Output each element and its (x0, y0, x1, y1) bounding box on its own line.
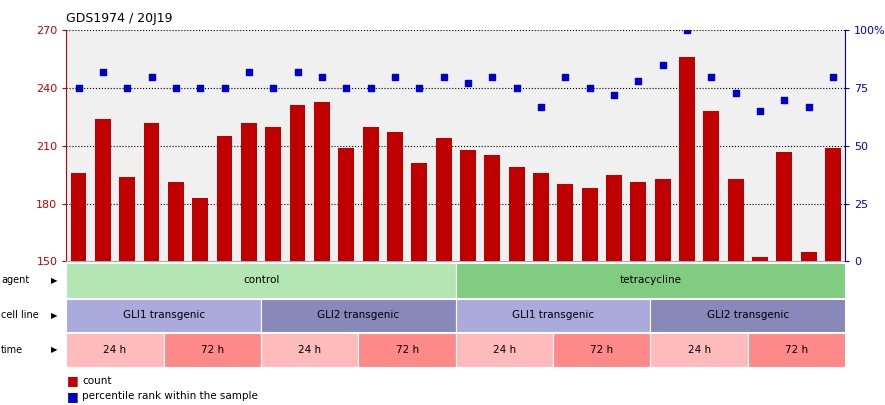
Point (290, 69, 304, 75)
Point (534, 103, 548, 110)
Bar (289, 105, 305, 261)
Point (461, 80, 475, 87)
Point (193, 85, 207, 91)
Text: 24 h: 24 h (104, 345, 127, 355)
Point (120, 85, 135, 91)
Point (704, 73, 719, 80)
Text: 72 h: 72 h (396, 345, 419, 355)
Point (436, 73, 450, 80)
Text: ▶: ▶ (51, 345, 58, 354)
Bar (217, 136, 233, 261)
Text: 72 h: 72 h (201, 345, 224, 355)
Bar (460, 150, 476, 261)
Text: control: control (242, 275, 280, 286)
Point (339, 85, 353, 91)
Point (388, 73, 402, 80)
Point (777, 96, 791, 103)
Bar (509, 167, 525, 261)
Text: tetracycline: tetracycline (620, 275, 681, 286)
Text: 24 h: 24 h (688, 345, 711, 355)
Bar (630, 182, 646, 261)
Point (558, 73, 573, 80)
Text: 24 h: 24 h (298, 345, 321, 355)
Bar (71, 173, 87, 261)
Point (582, 85, 596, 91)
Bar (387, 132, 403, 261)
Point (607, 92, 621, 98)
Point (242, 69, 256, 75)
Point (826, 73, 840, 80)
Point (656, 62, 670, 68)
Bar (168, 182, 184, 261)
Text: GLI1 transgenic: GLI1 transgenic (123, 311, 204, 320)
Point (631, 78, 645, 84)
Text: cell line: cell line (1, 311, 39, 320)
Text: GLI1 transgenic: GLI1 transgenic (512, 311, 594, 320)
Text: 24 h: 24 h (493, 345, 516, 355)
Bar (581, 188, 597, 261)
Text: ■: ■ (66, 374, 78, 387)
Point (510, 85, 524, 91)
Text: GLI2 transgenic: GLI2 transgenic (707, 311, 789, 320)
Text: count: count (82, 376, 112, 386)
Text: GDS1974 / 20J19: GDS1974 / 20J19 (66, 12, 173, 25)
Bar (606, 175, 622, 261)
Bar (704, 111, 720, 261)
Bar (558, 184, 573, 261)
Point (802, 103, 816, 110)
Bar (412, 163, 427, 261)
Point (753, 108, 767, 115)
Bar (95, 119, 111, 261)
Bar (119, 177, 135, 261)
Point (266, 85, 281, 91)
Bar (727, 179, 743, 261)
Point (218, 85, 232, 91)
Text: time: time (1, 345, 23, 355)
Bar (143, 123, 159, 261)
Bar (752, 258, 768, 261)
Text: 72 h: 72 h (785, 345, 808, 355)
Bar (338, 148, 354, 261)
Point (364, 85, 378, 91)
Text: 72 h: 72 h (590, 345, 613, 355)
Point (728, 90, 743, 96)
Point (315, 73, 329, 80)
Point (485, 73, 499, 80)
Text: agent: agent (1, 275, 29, 286)
Bar (801, 252, 817, 261)
Point (680, 27, 694, 34)
Point (169, 85, 183, 91)
Point (144, 73, 158, 80)
Bar (655, 179, 671, 261)
Text: percentile rank within the sample: percentile rank within the sample (82, 391, 258, 401)
Text: GLI2 transgenic: GLI2 transgenic (318, 311, 399, 320)
Bar (241, 123, 257, 261)
Point (412, 85, 427, 91)
Bar (825, 148, 841, 261)
Bar (314, 102, 330, 261)
Bar (776, 151, 792, 261)
Bar (192, 198, 208, 261)
Bar (266, 126, 281, 261)
Point (72, 85, 86, 91)
Bar (484, 156, 500, 261)
Bar (435, 138, 451, 261)
Bar (679, 58, 695, 261)
Text: ▶: ▶ (51, 311, 58, 320)
Point (96, 69, 110, 75)
Text: ▶: ▶ (51, 276, 58, 285)
Bar (533, 173, 549, 261)
Bar (363, 126, 379, 261)
Text: ■: ■ (66, 390, 78, 403)
